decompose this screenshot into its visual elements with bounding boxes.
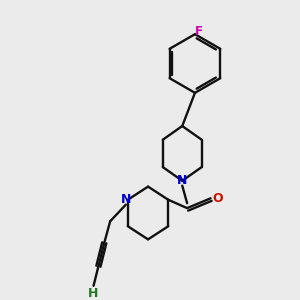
Text: H: H <box>87 287 98 300</box>
Text: O: O <box>212 192 223 205</box>
Text: N: N <box>177 174 188 187</box>
Text: F: F <box>195 25 203 38</box>
Text: N: N <box>121 193 131 206</box>
